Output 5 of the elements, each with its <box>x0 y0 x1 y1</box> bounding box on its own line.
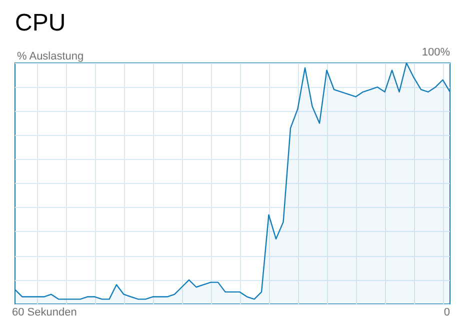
text: 60 Sekunden <box>12 306 77 318</box>
text: 0 <box>444 306 450 318</box>
chart-title: CPU <box>15 10 66 36</box>
text: 100% <box>422 46 450 58</box>
y-axis-title: % Auslastung <box>17 50 84 62</box>
